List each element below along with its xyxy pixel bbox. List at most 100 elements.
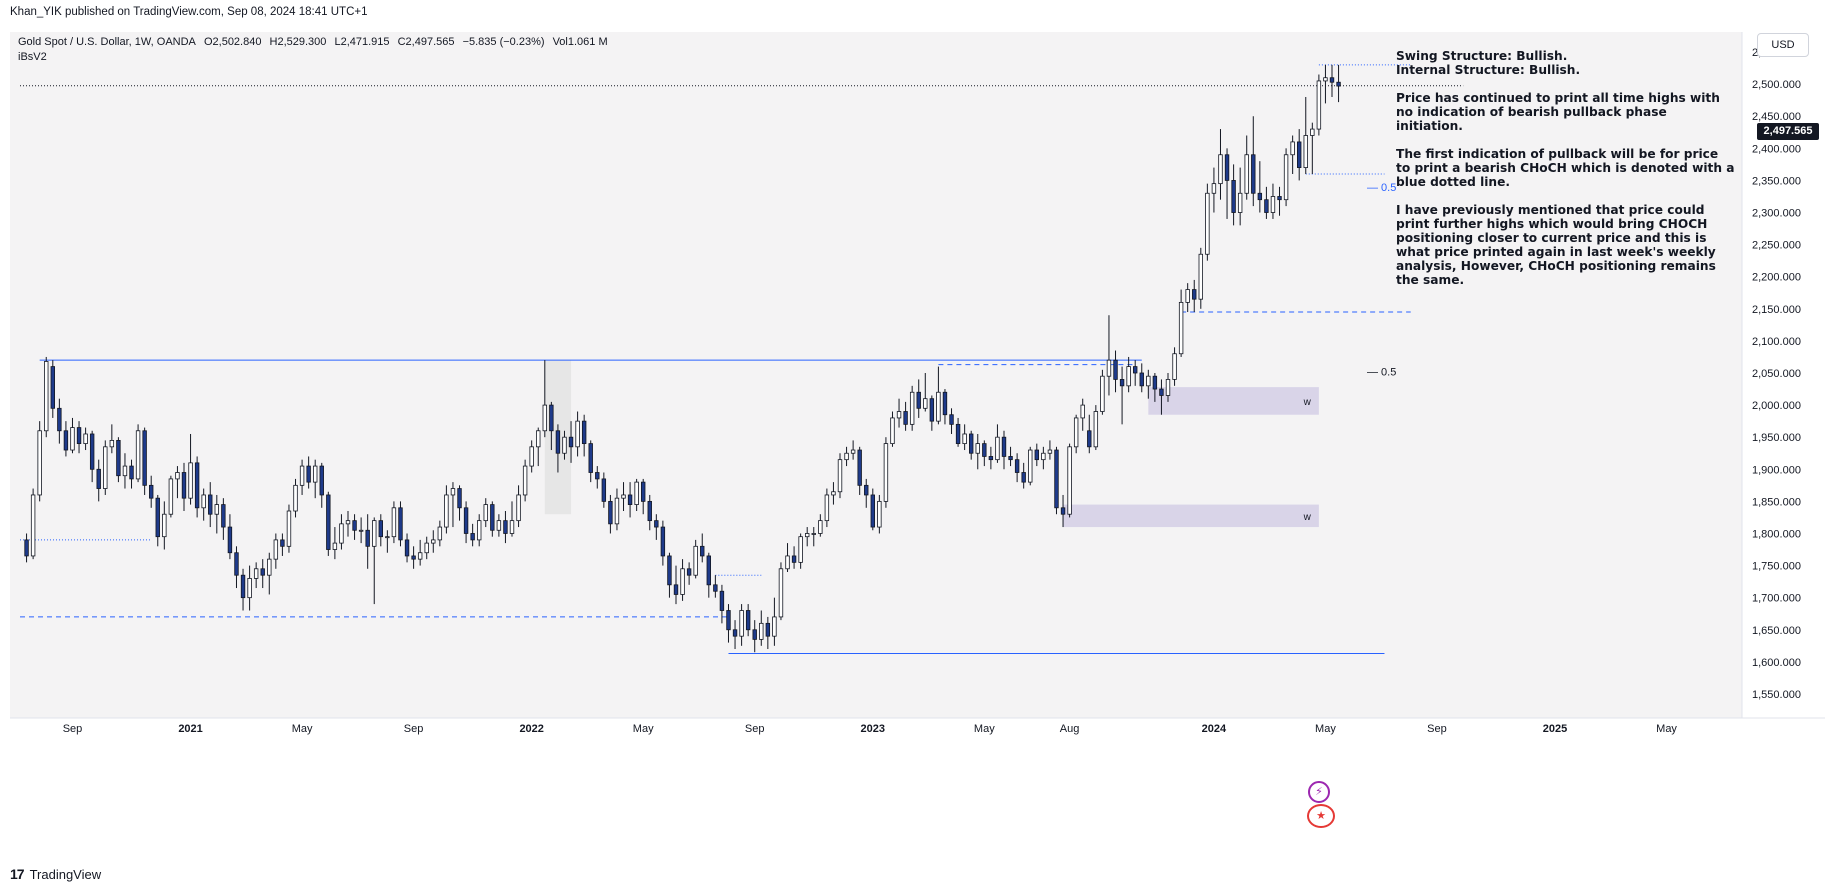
candle-body [647, 500, 652, 522]
candle-body [942, 391, 948, 416]
candle-body [680, 568, 685, 595]
plot-background [10, 32, 1742, 718]
candle-body [536, 430, 541, 448]
time-tick-label: 2022 [519, 723, 543, 735]
candle-body [1251, 154, 1256, 194]
candle-body [476, 520, 482, 541]
candle-body [667, 555, 672, 586]
candle-body [450, 488, 456, 496]
time-tick-label: May [292, 723, 313, 735]
candle-body [391, 507, 397, 538]
chart-area[interactable]: w w — 0.5 — 0.5 1,550.000 1,600.000 1,650.000 1… [10, 32, 1825, 858]
candle-body [1283, 154, 1289, 201]
candle-body [798, 536, 803, 563]
candle-body [1316, 80, 1322, 130]
candle-body [870, 494, 875, 528]
candle-body [273, 539, 279, 560]
candle-body [1041, 452, 1046, 461]
candle-body [1244, 154, 1249, 194]
time-tick-label: Sep [745, 723, 765, 735]
candle-body [765, 622, 771, 637]
candle-body [719, 590, 725, 611]
candle-body [1008, 456, 1013, 461]
candle-body [201, 494, 206, 509]
candle-body [168, 478, 174, 515]
indicator-name[interactable]: iBsV2 [18, 51, 47, 63]
price-tick-label: 1,850.000 [1752, 496, 1801, 508]
candle-body [24, 539, 29, 557]
candle-body [470, 533, 475, 541]
price-tick-label: 2,200.000 [1752, 272, 1801, 284]
candle-body [260, 568, 265, 576]
us-flag-icon[interactable]: ★ [1307, 804, 1335, 828]
candle-body [850, 449, 856, 454]
candle-body [437, 526, 443, 541]
candle-body [253, 568, 259, 579]
price-tick-label: 1,700.000 [1752, 593, 1801, 605]
candle-body [588, 443, 593, 473]
candle-body [1106, 359, 1112, 377]
candle-body [929, 398, 935, 422]
candle-body [726, 610, 731, 631]
time-tick-label: Aug [1060, 723, 1080, 735]
candle-body [326, 494, 331, 550]
candle-body [1133, 366, 1138, 374]
candle-body [916, 391, 921, 409]
candle-body [811, 533, 816, 535]
price-tick-label: 1,750.000 [1752, 561, 1801, 573]
candle-body [1264, 199, 1269, 213]
candle-body [1034, 449, 1039, 461]
price-tick-label: 2,100.000 [1752, 336, 1801, 348]
candle-body [109, 439, 115, 448]
candle-body [490, 504, 495, 531]
lightning-bolt-icon[interactable]: ⚡ [1308, 781, 1330, 803]
candle-body [181, 472, 187, 499]
price-tick-label: 2,000.000 [1752, 400, 1801, 412]
candle-body [529, 446, 534, 467]
candle-body [988, 456, 994, 461]
candle-body [424, 542, 429, 554]
candle-body [70, 427, 75, 451]
candle-body [1159, 388, 1164, 396]
change-value: −5.835 (−0.23%) [462, 36, 545, 48]
candle-body [595, 472, 600, 480]
candle-body [660, 526, 666, 557]
candle-body [555, 430, 561, 454]
candle-body [194, 462, 200, 509]
candle-body [903, 411, 908, 425]
candle-body [175, 472, 180, 480]
analysis-note[interactable]: Swing Structure: Bullish. Internal Struc… [1396, 49, 1736, 301]
candle-body [1139, 372, 1144, 387]
candle-body [1028, 449, 1033, 483]
candle-body [1205, 192, 1210, 255]
fib-level-label: — 0.5 [1367, 367, 1396, 379]
symbol-legend: Gold Spot / U.S. Dollar, 1W, OANDA O2,50… [18, 35, 613, 65]
candle-body [1080, 404, 1085, 419]
symbol-name[interactable]: Gold Spot / U.S. Dollar, 1W, OANDA [18, 36, 196, 48]
candle-body [877, 500, 882, 528]
candle-body [293, 484, 298, 512]
candle-body [1165, 379, 1171, 396]
candle-body [352, 520, 357, 531]
candle-body [208, 494, 213, 515]
candle-body [44, 361, 49, 432]
candle-body [686, 568, 692, 576]
candle-body [385, 536, 390, 539]
candle-body [1172, 353, 1177, 380]
time-tick-label: Sep [63, 723, 83, 735]
candlestick-chart[interactable]: w w — 0.5 — 0.5 1,550.000 1,600.000 1,650.000 1… [10, 32, 1825, 858]
price-tick-label: 2,250.000 [1752, 240, 1801, 252]
candle-body [76, 427, 82, 445]
candle-body [732, 629, 738, 637]
candle-body [713, 584, 718, 592]
fib-level-label: — 0.5 [1367, 182, 1396, 194]
currency-selector[interactable]: USD [1757, 33, 1809, 57]
time-tick-label: 2023 [861, 723, 885, 735]
candle-body [634, 481, 639, 505]
price-tick-label: 2,350.000 [1752, 175, 1801, 187]
candle-body [1054, 449, 1059, 509]
candle-body [975, 443, 980, 454]
candle-body [1218, 154, 1223, 185]
candle-body [706, 555, 711, 586]
candle-body [831, 491, 836, 496]
